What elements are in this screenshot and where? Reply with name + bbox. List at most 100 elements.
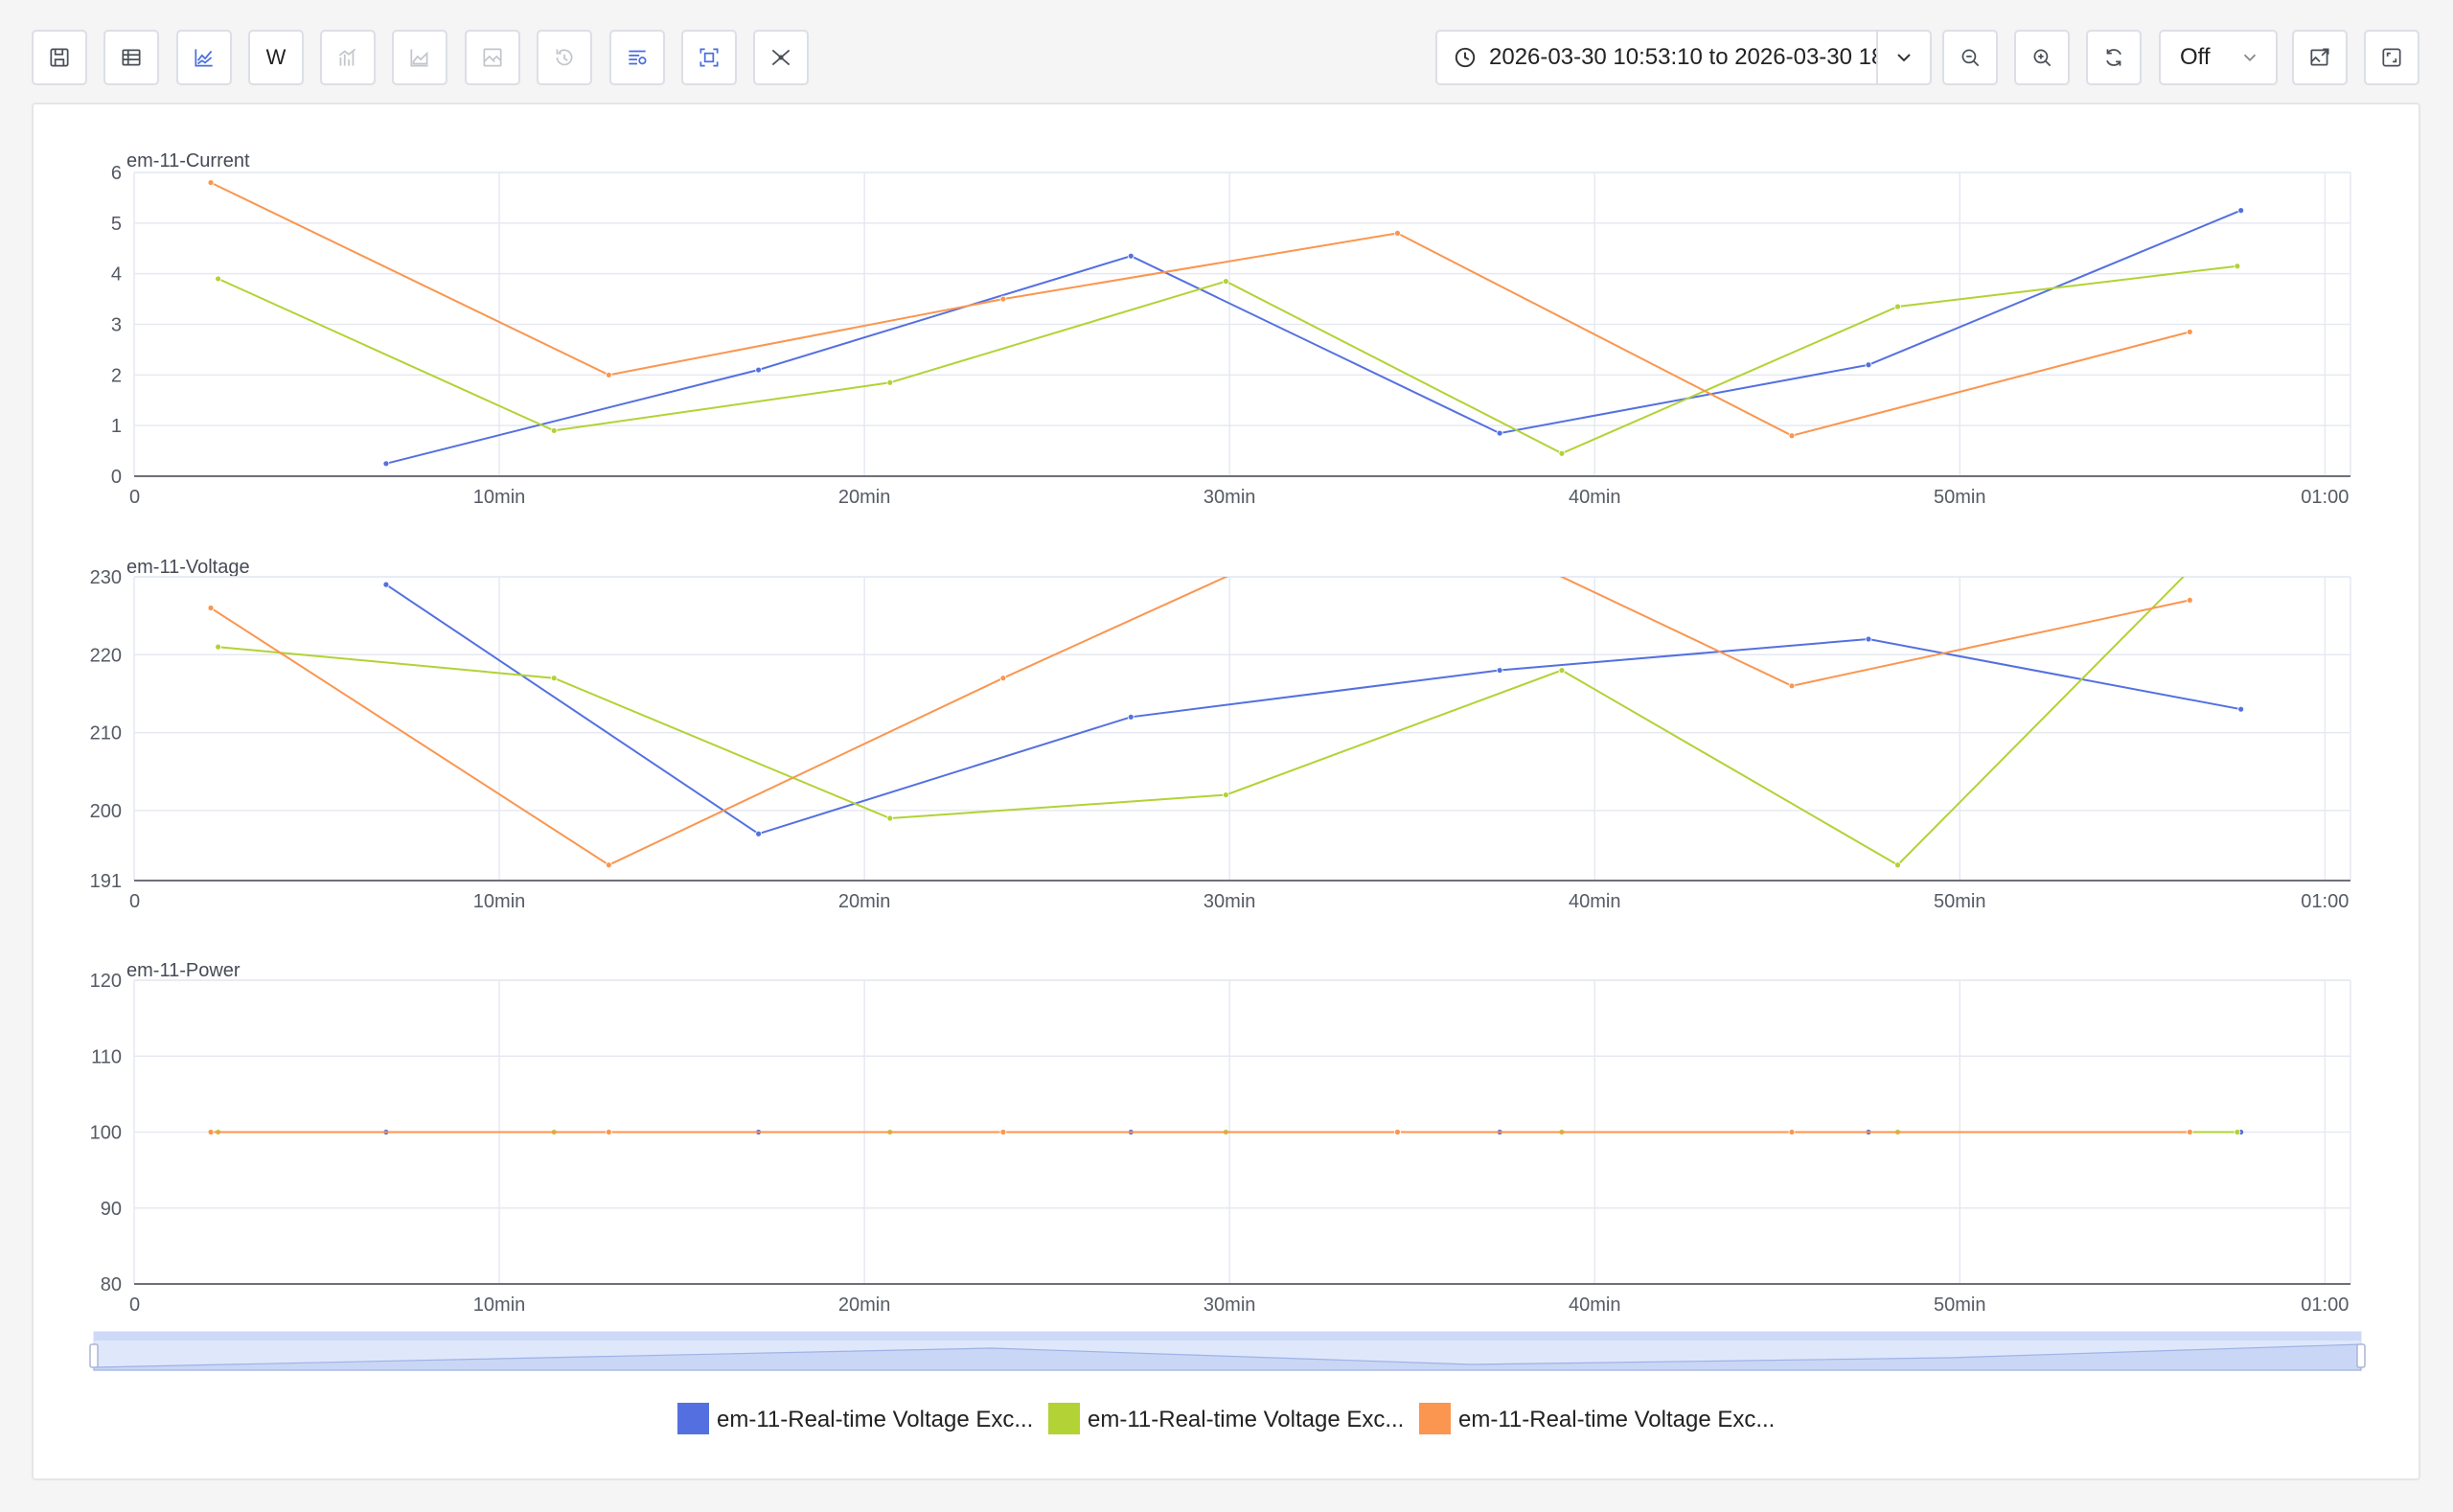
table-view-button[interactable] <box>103 30 159 85</box>
x-tick-label: 10min <box>473 891 525 912</box>
zoom-out-button[interactable] <box>1942 30 1998 85</box>
y-tick-label: 220 <box>90 645 122 666</box>
save-as-button[interactable] <box>32 30 87 85</box>
data-point[interactable] <box>1394 1129 1401 1135</box>
data-point[interactable] <box>999 295 1007 303</box>
data-point[interactable] <box>1127 252 1135 260</box>
y-tick-label: 80 <box>101 1274 122 1295</box>
zoom-handle-right[interactable] <box>2356 1343 2366 1368</box>
history-button[interactable] <box>537 30 592 85</box>
series-line-2 <box>210 181 2190 437</box>
bar-line-chart-button[interactable] <box>320 30 376 85</box>
data-point[interactable] <box>2234 263 2241 270</box>
zoom-move-bar[interactable] <box>94 1332 2361 1340</box>
legend-swatch <box>1048 1403 1080 1434</box>
x-tick-label: 40min <box>1569 487 1620 508</box>
data-point[interactable] <box>2235 519 2240 525</box>
data-point[interactable] <box>550 427 558 434</box>
data-point[interactable] <box>215 275 222 283</box>
frame-select-button[interactable] <box>681 30 737 85</box>
data-point[interactable] <box>605 1129 612 1135</box>
data-point[interactable] <box>2186 596 2193 604</box>
data-point[interactable] <box>207 179 215 186</box>
legend-item[interactable]: em-11-Real-time Voltage Exc... <box>1048 1403 1404 1434</box>
x-tick-label: 10min <box>473 1294 525 1316</box>
data-point[interactable] <box>2186 329 2193 335</box>
data-point[interactable] <box>2186 1129 2193 1135</box>
x-tick-label: 50min <box>1934 487 1985 508</box>
date-range-picker[interactable]: 2026-03-30 10:53:10 to 2026-03-30 18 <box>1435 30 1878 85</box>
x-tick-label: 20min <box>838 487 890 508</box>
y-tick-label: 110 <box>91 1046 122 1067</box>
line-chart-button[interactable] <box>176 30 232 85</box>
data-point[interactable] <box>999 1129 1007 1135</box>
list-settings-button[interactable] <box>609 30 665 85</box>
data-point[interactable] <box>1788 432 1796 440</box>
refresh-button[interactable] <box>2086 30 2142 85</box>
data-point[interactable] <box>999 675 1007 682</box>
data-point[interactable] <box>2237 207 2245 215</box>
data-point[interactable] <box>1394 229 1401 237</box>
series-line-0 <box>385 584 2241 836</box>
data-point[interactable] <box>1865 635 1872 643</box>
data-point[interactable] <box>1127 713 1135 721</box>
data-point[interactable] <box>207 605 215 611</box>
w-button[interactable]: W <box>248 30 304 85</box>
connection-button[interactable] <box>753 30 809 85</box>
data-point[interactable] <box>2237 705 2245 713</box>
data-point[interactable] <box>1558 667 1566 674</box>
zoom-handle-left[interactable] <box>89 1343 99 1368</box>
export-image-icon <box>2310 48 2329 66</box>
data-point[interactable] <box>207 1129 215 1135</box>
zoom-in-button[interactable] <box>2014 30 2070 85</box>
image-box-button[interactable] <box>465 30 520 85</box>
bar-line-icon <box>338 48 356 66</box>
charts-svg[interactable]: em-11-Current 0 1 2 3 4 5 6 0 10min 20min 30min 40mi… <box>34 104 2419 1478</box>
y-tick-label: 100 <box>90 1123 122 1144</box>
legend-item[interactable]: em-11-Real-time Voltage Exc... <box>677 1403 1033 1434</box>
data-point[interactable] <box>605 371 612 378</box>
x-tick-label: 10min <box>473 487 525 508</box>
data-point[interactable] <box>755 366 763 374</box>
chart-title: em-11-Power <box>126 960 241 981</box>
data-point[interactable] <box>1788 682 1796 690</box>
y-tick-label: 191 <box>90 871 122 892</box>
data-point[interactable] <box>1222 278 1229 285</box>
data-point[interactable] <box>1496 667 1503 674</box>
y-tick-label: 0 <box>111 467 122 488</box>
chart-title: em-11-Voltage <box>126 557 250 578</box>
image-box-icon <box>483 48 502 67</box>
data-point[interactable] <box>886 378 894 386</box>
data-point[interactable] <box>605 861 612 869</box>
date-range-dropdown-button[interactable] <box>1876 30 1932 85</box>
data-point[interactable] <box>1394 496 1400 502</box>
data-point[interactable] <box>382 581 390 588</box>
data-point[interactable] <box>550 675 558 682</box>
legend-item[interactable]: em-11-Real-time Voltage Exc... <box>1419 1403 1775 1434</box>
chevron-down-icon <box>2243 54 2257 62</box>
data-point[interactable] <box>1894 303 1901 310</box>
area-chart-button[interactable] <box>392 30 447 85</box>
fullscreen-button[interactable] <box>2364 30 2419 85</box>
data-point[interactable] <box>1222 791 1229 798</box>
refresh-interval-select[interactable]: Off <box>2159 30 2278 85</box>
y-tick-label: 2 <box>111 365 122 386</box>
chart-0: em-11-Current 0 1 2 3 4 5 6 0 10min 20min 30min 40mi… <box>111 150 2351 508</box>
refresh-interval-value: Off <box>2180 44 2211 70</box>
y-tick-label: 3 <box>111 315 122 336</box>
data-point[interactable] <box>1496 429 1503 437</box>
export-image-button[interactable] <box>2292 30 2348 85</box>
data-zoom-slider[interactable] <box>89 1331 2366 1371</box>
data-point[interactable] <box>1558 449 1566 457</box>
data-point[interactable] <box>1894 861 1901 869</box>
data-point[interactable] <box>2234 1129 2241 1135</box>
data-point[interactable] <box>886 814 894 822</box>
data-point[interactable] <box>382 460 390 468</box>
y-tick-label: 120 <box>90 971 122 992</box>
data-point[interactable] <box>215 643 222 651</box>
data-point[interactable] <box>1788 1129 1796 1135</box>
data-point[interactable] <box>1865 361 1872 369</box>
data-point[interactable] <box>755 830 763 837</box>
series-line-0 <box>385 209 2242 465</box>
series-group <box>207 1129 2245 1135</box>
